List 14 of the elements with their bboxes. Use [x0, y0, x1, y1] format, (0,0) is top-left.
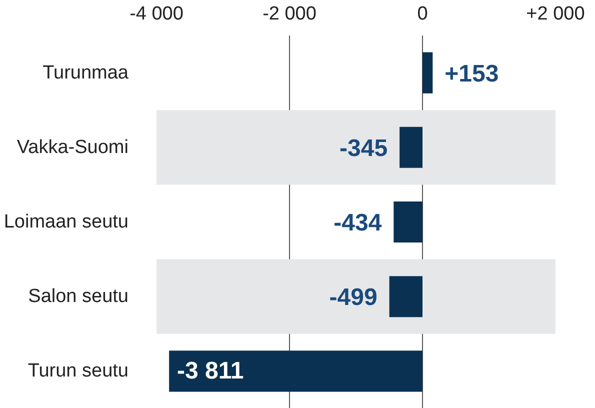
data-label: -434 [334, 210, 382, 236]
y-tick-label: Salon seutu [28, 286, 129, 308]
data-label: -345 [340, 134, 388, 162]
x-tick-label: +2 000 [526, 4, 585, 24]
y-tick-label: Turunmaa [42, 62, 129, 84]
y-tick-label: Turun seutu [28, 360, 128, 382]
data-label: +153 [444, 60, 499, 88]
x-tick-label: -4 000 [130, 4, 184, 24]
x-tick-label: -2 000 [262, 4, 316, 24]
y-tick-label: Loimaan seutu [4, 212, 129, 232]
x-tick-label: 0 [417, 4, 428, 24]
data-label: -3 811 [177, 358, 244, 385]
data-label: -499 [329, 284, 378, 312]
y-tick-label: Vakka-Suomi [16, 136, 129, 158]
